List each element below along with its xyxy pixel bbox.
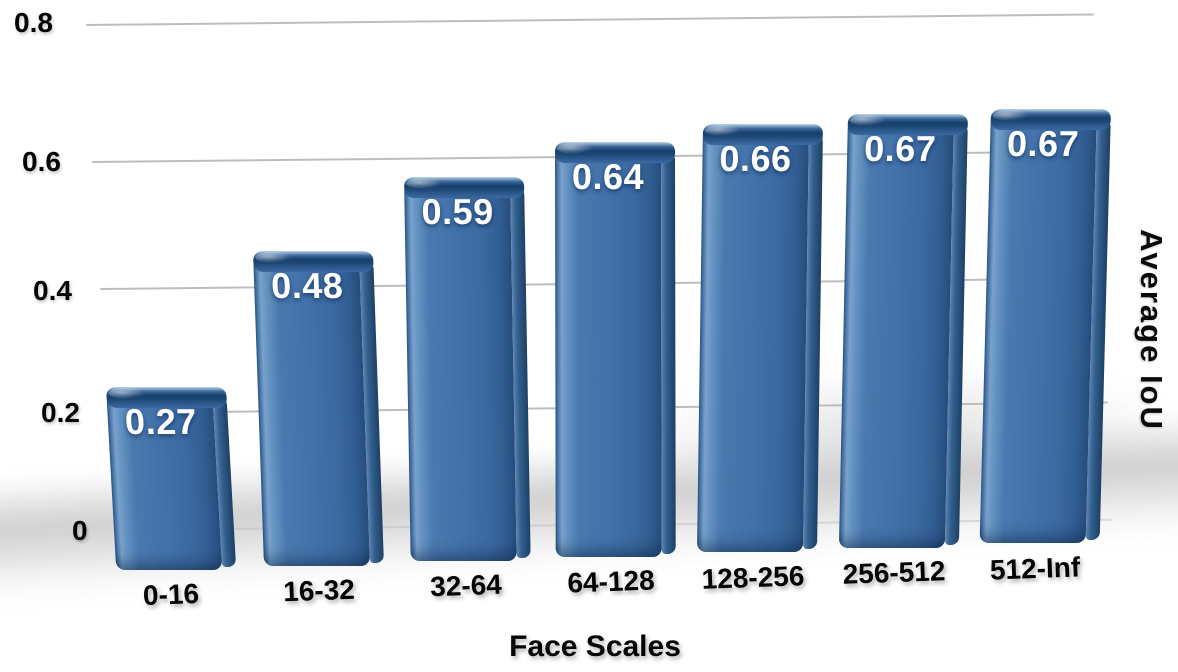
bar-side-face (661, 151, 676, 554)
bar-front-face (979, 122, 1097, 543)
bar-value-label: 0.67 (1006, 123, 1080, 164)
bar-value-label: 0.27 (123, 401, 199, 442)
x-axis-title: Face Scales (509, 630, 681, 663)
gridline-0.8 (85, 13, 1094, 26)
y-axis-tick-label: 0.4 (33, 275, 72, 306)
bar-front-face (404, 190, 517, 561)
x-axis-category-label: 0-16 (142, 578, 200, 611)
y-axis-title: Average IoU (1134, 229, 1169, 431)
bar-front-face (838, 126, 954, 548)
y-axis-tick-label: 0.8 (14, 7, 53, 38)
bar-32-64: 0.59 (404, 177, 531, 561)
bar-128-256: 0.66 (697, 124, 823, 552)
y-axis-tick-label: 0 (72, 515, 88, 546)
bar-value-label: 0.64 (571, 155, 645, 197)
x-axis-category-label: 512-Inf (989, 551, 1081, 586)
x-axis-category-label: 32-64 (429, 568, 503, 603)
bar-512-Inf: 0.67 (979, 109, 1111, 543)
y-axis-tick-label: 0.2 (41, 397, 80, 428)
x-axis-category-label: 16-32 (282, 573, 356, 608)
bar-64-128: 0.64 (555, 141, 676, 557)
bar-value-label: 0.48 (270, 264, 344, 306)
bar-256-512: 0.67 (838, 113, 968, 548)
bar-front-face (697, 137, 809, 552)
bar-value-label: 0.59 (421, 191, 494, 232)
y-axis-tick-label: 0.6 (22, 146, 61, 177)
bar-front-face (555, 154, 662, 557)
bar-value-label: 0.66 (719, 138, 792, 179)
bar-front-face (253, 263, 371, 566)
x-axis-category-label: 128-256 (701, 560, 805, 595)
x-axis-category-label: 256-512 (842, 555, 946, 590)
bar-value-label: 0.67 (863, 127, 937, 169)
bar-0-16: 0.27 (106, 387, 237, 570)
bar-16-32: 0.48 (253, 250, 384, 566)
x-axis-category-label: 64-128 (566, 564, 656, 599)
